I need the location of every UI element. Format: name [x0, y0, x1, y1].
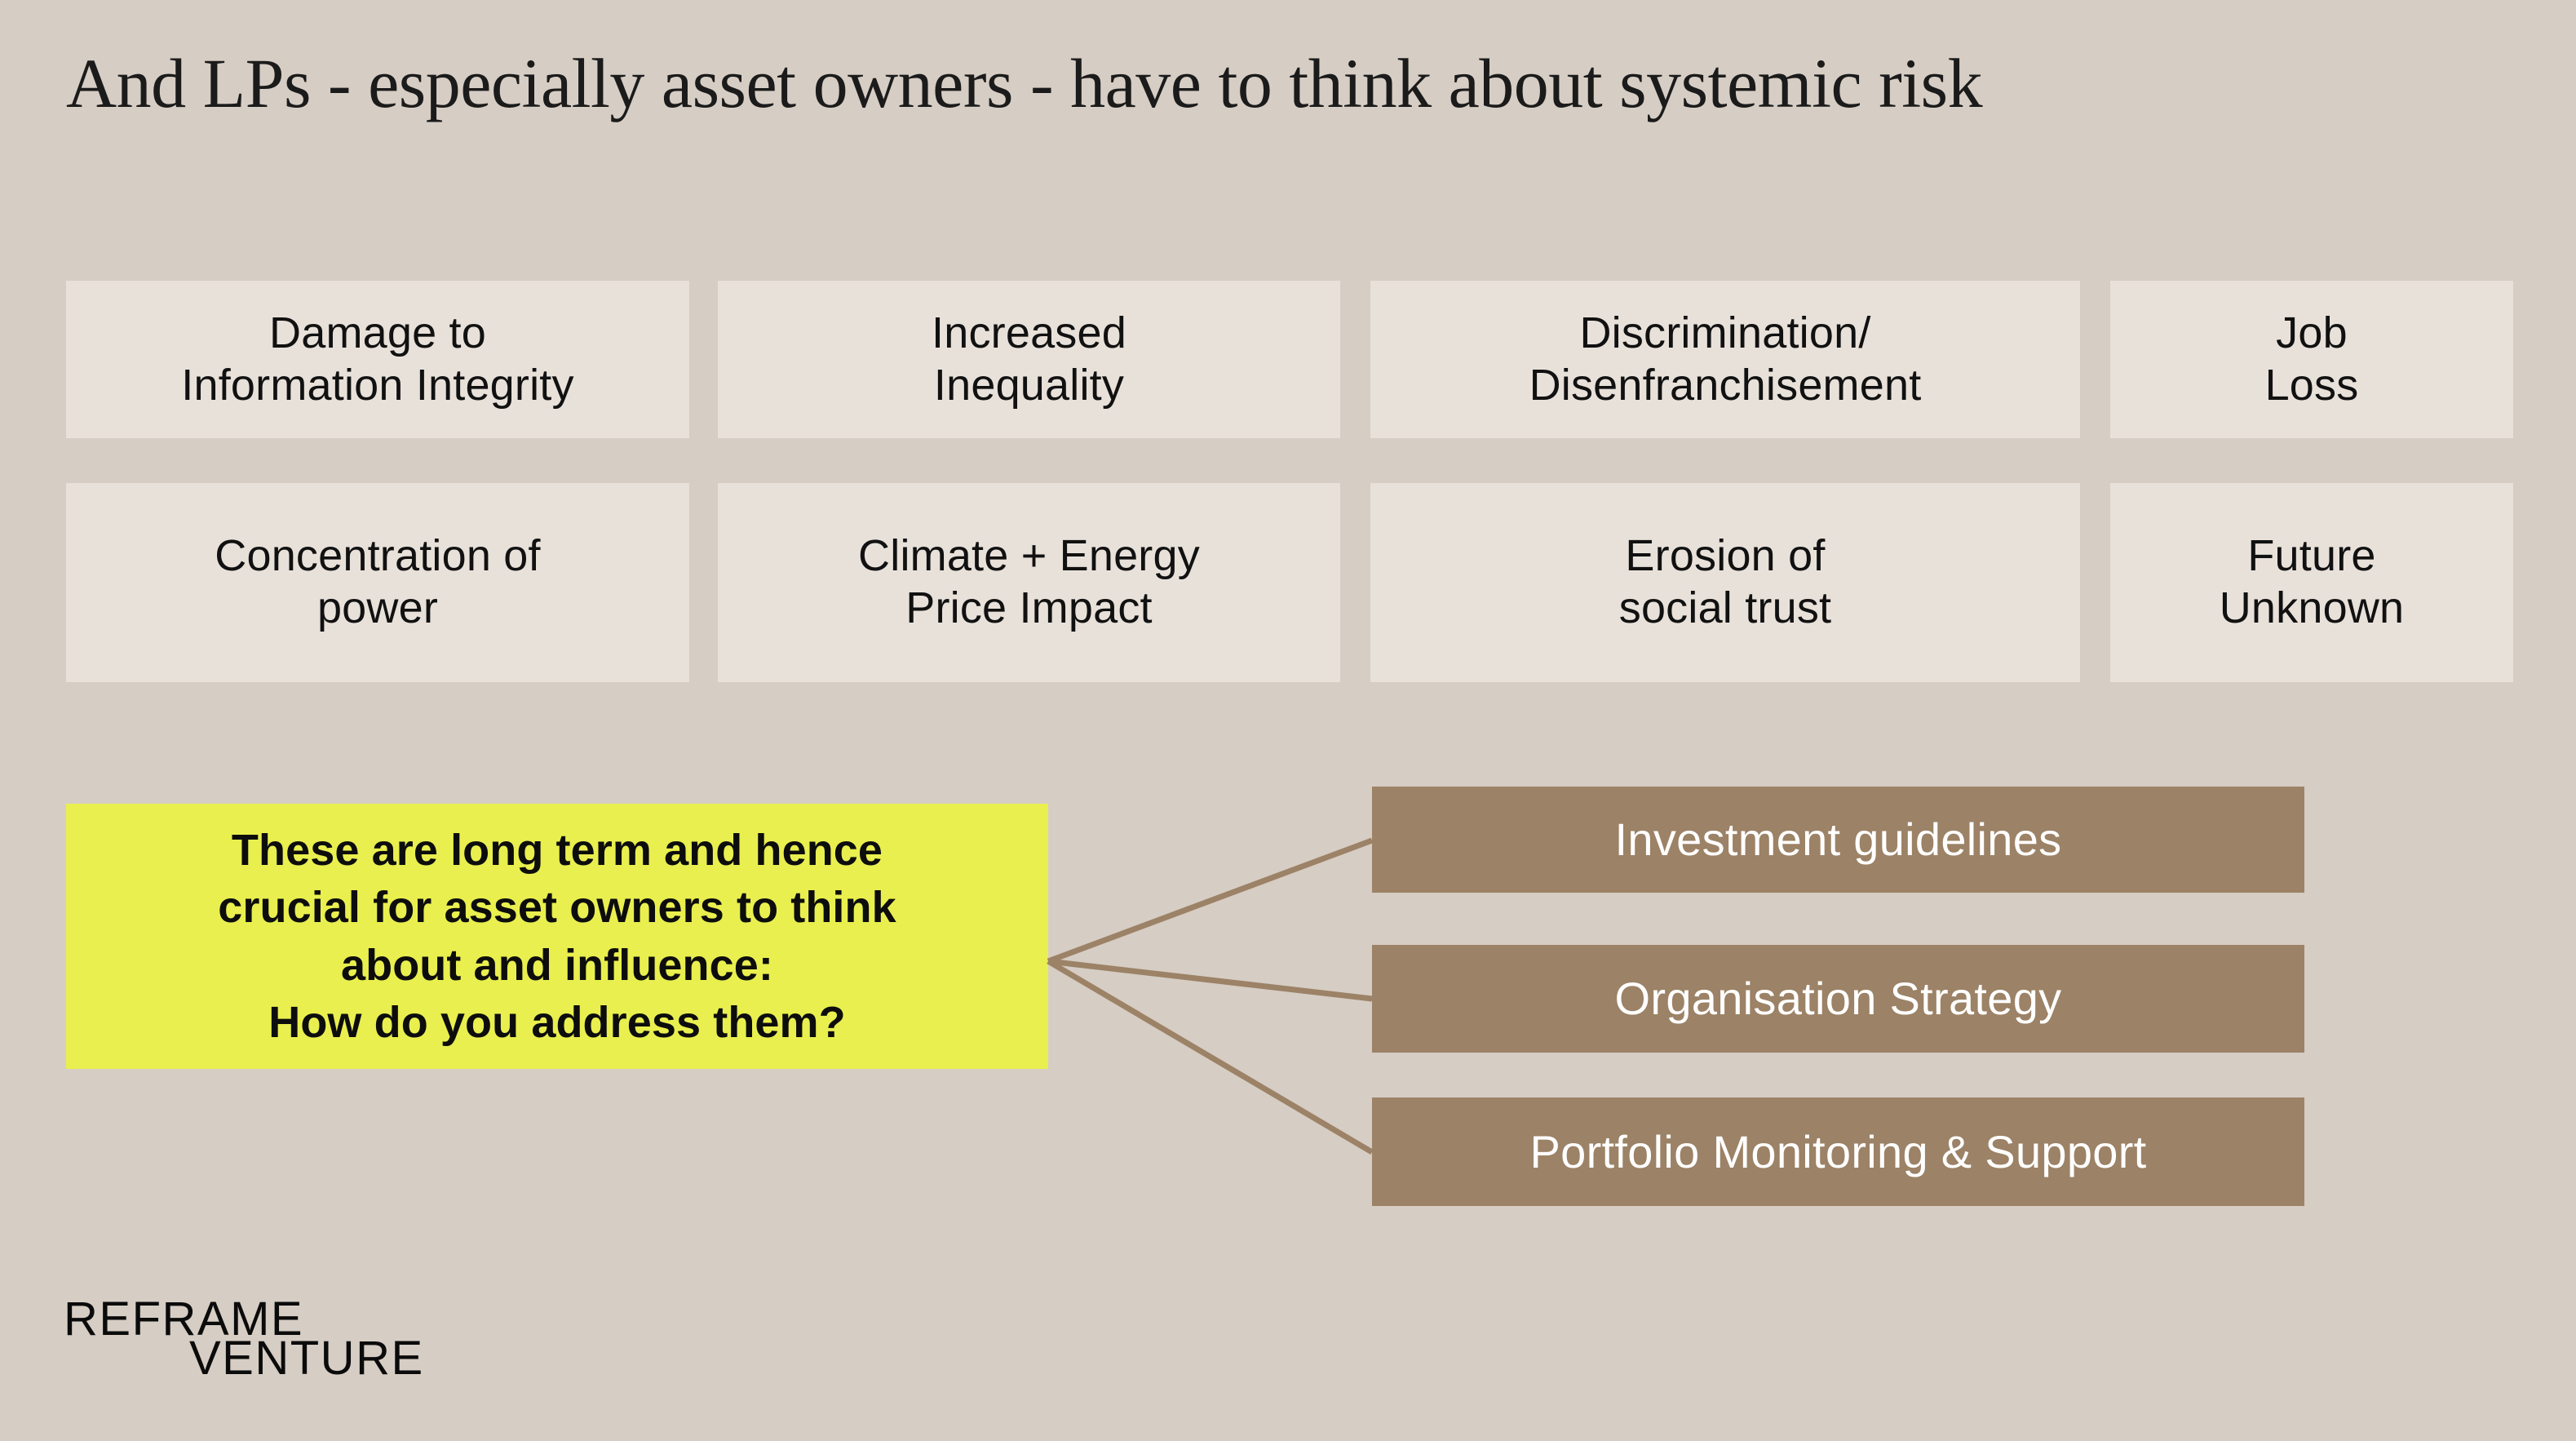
callout-text: These are long term and hence crucial fo… [218, 826, 896, 1047]
risk-box-label: Climate + Energy Price Impact [858, 531, 1200, 632]
risk-box-climate-energy-price-impact: Climate + Energy Price Impact [718, 483, 1340, 682]
risk-box-concentration-of-power: Concentration of power [66, 483, 689, 682]
action-box-label: Organisation Strategy [1614, 973, 2062, 1025]
logo-line-reframe: REFRAME [64, 1292, 304, 1346]
logo-line-venture: VENTURE [189, 1332, 424, 1385]
risk-box-discrimination-disenfranchisement: Discrimination/ Disenfranchisement [1370, 281, 2080, 438]
risk-box-label: Future Unknown [2219, 531, 2405, 632]
risk-box-job-loss: Job Loss [2110, 281, 2513, 438]
page-title: And LPs - especially asset owners - have… [66, 44, 1983, 122]
action-box-portfolio-monitoring-support: Portfolio Monitoring & Support [1372, 1097, 2304, 1206]
risk-box-label: Concentration of power [215, 531, 541, 632]
risk-box-erosion-of-social-trust: Erosion of social trust [1370, 483, 2080, 682]
risk-box-label: Damage to Information Integrity [181, 308, 574, 410]
risk-box-increased-inequality: Increased Inequality [718, 281, 1340, 438]
risk-box-label: Discrimination/ Disenfranchisement [1529, 308, 1922, 410]
connector-line-organisation-strategy [1047, 958, 1373, 1002]
risk-box-label: Erosion of social trust [1618, 531, 1832, 632]
risk-box-damage-to-information-integrity: Damage to Information Integrity [66, 281, 689, 438]
connector-line-portfolio-monitoring-support [1047, 958, 1374, 1155]
risk-box-future-unknown: Future Unknown [2110, 483, 2513, 682]
callout-box: These are long term and hence crucial fo… [66, 804, 1048, 1069]
action-box-investment-guidelines: Investment guidelines [1372, 787, 2304, 893]
reframe-venture-logo: REFRAME VENTURE [64, 1296, 439, 1402]
connector-line-investment-guidelines [1047, 837, 1374, 964]
action-box-organisation-strategy: Organisation Strategy [1372, 945, 2304, 1053]
risk-box-label: Job Loss [2264, 308, 2359, 410]
action-box-label: Investment guidelines [1614, 814, 2062, 866]
action-box-label: Portfolio Monitoring & Support [1529, 1125, 2147, 1177]
risk-box-label: Increased Inequality [932, 308, 1126, 410]
